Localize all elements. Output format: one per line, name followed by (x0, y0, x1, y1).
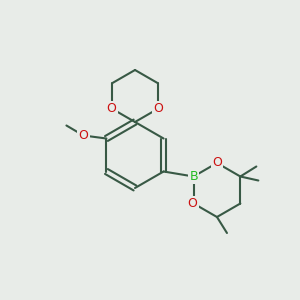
Text: O: O (188, 197, 197, 210)
Text: O: O (212, 155, 222, 169)
Text: B: B (189, 170, 198, 183)
Text: O: O (212, 155, 222, 169)
Text: O: O (154, 103, 164, 116)
Text: B: B (189, 170, 198, 183)
Text: O: O (154, 103, 164, 116)
Text: O: O (188, 197, 197, 210)
Text: O: O (79, 129, 88, 142)
Text: O: O (106, 103, 116, 116)
Text: O: O (106, 103, 116, 116)
Text: O: O (79, 129, 88, 142)
